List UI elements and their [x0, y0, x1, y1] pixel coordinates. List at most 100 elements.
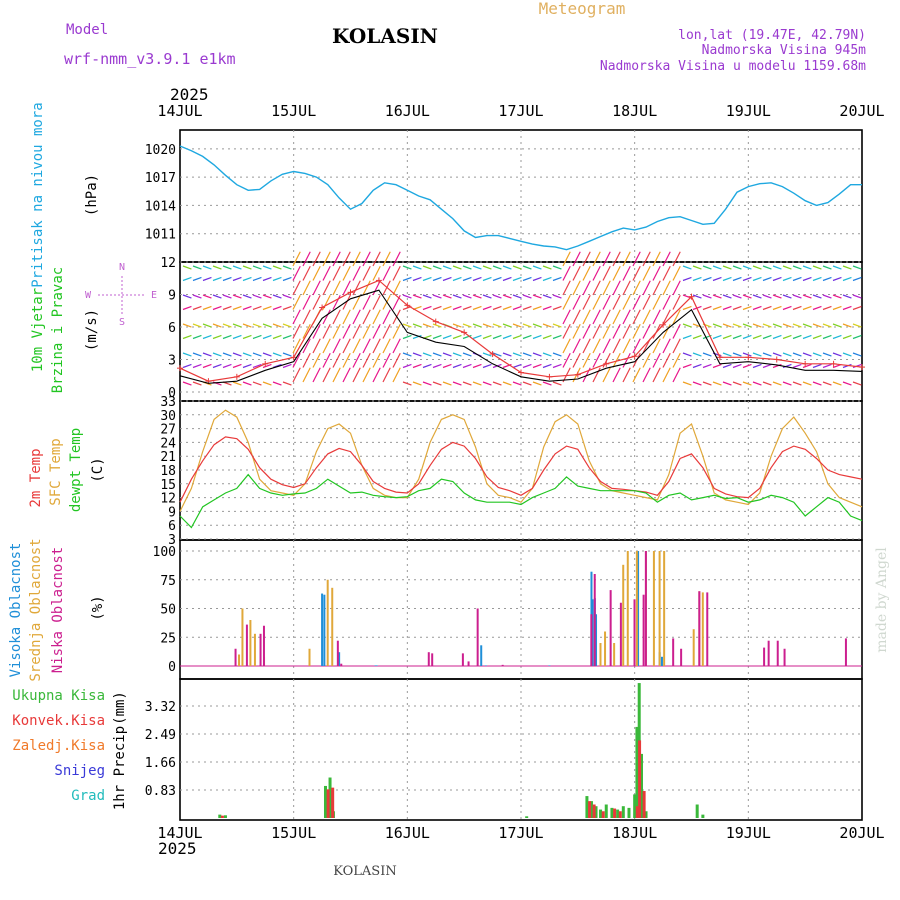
- wind-arrow: [422, 381, 432, 386]
- wind-arrow: [692, 334, 702, 340]
- temp-2m-line: [179, 436, 863, 503]
- precip-bar: [585, 796, 589, 818]
- wind-arrow: [212, 265, 222, 270]
- cloud-bar: [644, 551, 647, 666]
- wind-arrow: [812, 323, 822, 328]
- wind-arrow: [782, 381, 792, 386]
- cloud-bar: [590, 614, 593, 666]
- wind-arrow: [252, 363, 262, 369]
- cloud-ylabel-mid: Srednja Oblacnost: [28, 538, 44, 681]
- precip-ylabel: 1hr Precip: [112, 726, 128, 810]
- wind-arrow: [332, 280, 341, 296]
- wind-arrow: [512, 323, 522, 328]
- cloud-bar: [249, 620, 252, 666]
- precip-legend-entry: Grad: [71, 788, 105, 804]
- wind-arrow: [432, 294, 442, 299]
- wind-arrow: [682, 276, 692, 282]
- wind-arrow: [302, 338, 311, 354]
- wind-arrow: [642, 309, 651, 325]
- wind-arrow: [442, 276, 452, 282]
- wind-arrow: [592, 352, 601, 368]
- wind-arrow: [252, 294, 262, 299]
- wind-arrow: [192, 363, 202, 369]
- cloud-bar: [658, 551, 661, 666]
- wind-arrow: [332, 367, 341, 383]
- wind-arrow: [182, 363, 192, 369]
- wind-arrow: [332, 294, 341, 310]
- wind-arrow: [512, 305, 522, 311]
- wind-arrow: [622, 352, 631, 368]
- wind-arrow: [422, 276, 432, 282]
- wind-arrow: [692, 276, 702, 282]
- wind-arrow: [422, 294, 432, 299]
- wind-arrow: [772, 294, 782, 299]
- wind-arrow: [712, 323, 722, 328]
- precip-bar: [589, 801, 593, 818]
- wind-arrow: [492, 323, 502, 328]
- wind-arrow: [682, 334, 692, 340]
- wind-arrow: [662, 265, 671, 281]
- wind-arrow: [262, 265, 272, 270]
- precip-unit: (mm): [112, 691, 128, 725]
- top-x-tick: 17JUL: [498, 102, 543, 120]
- wind-arrow: [342, 294, 351, 310]
- wind-arrow: [692, 265, 702, 270]
- wind-arrow: [842, 276, 852, 282]
- wind-arrow: [342, 323, 351, 339]
- wind-arrow: [492, 334, 502, 340]
- wind-arrow: [522, 381, 532, 386]
- wind-arrow: [812, 334, 822, 340]
- wind-arrow: [532, 276, 542, 282]
- wind-arrow: [462, 323, 472, 328]
- wind-arrow: [402, 276, 412, 282]
- wind-arrow: [332, 309, 341, 325]
- wind-arrow: [672, 251, 681, 267]
- cloud-bar: [253, 633, 256, 666]
- wind-arrow: [432, 381, 442, 386]
- wind-arrow: [212, 294, 222, 299]
- wind-arrow: [382, 251, 391, 267]
- wind-arrow: [732, 305, 742, 311]
- wind-arrow: [462, 265, 472, 270]
- wind-arrow: [772, 323, 782, 328]
- wind-arrow: [422, 352, 432, 357]
- cloud-bar: [672, 638, 675, 666]
- wind-arrow: [592, 338, 601, 354]
- wind-arrow: [212, 363, 222, 369]
- wind-arrow: [392, 367, 401, 383]
- wind-arrow: [672, 367, 681, 383]
- y-tick-label: 1017: [145, 171, 176, 186]
- wind-ylabel: 10m Vjetar: [30, 288, 46, 372]
- precip-legend-entry: Zaledj.Kisa: [12, 738, 105, 754]
- wind-arrow: [822, 265, 832, 270]
- wind-arrow: [192, 265, 202, 270]
- wind-arrow: [242, 276, 252, 282]
- cloud-bar: [633, 599, 636, 666]
- wind-arrow: [722, 381, 732, 386]
- wind-arrow: [632, 338, 641, 354]
- wind-arrow: [502, 294, 512, 299]
- wind-arrow: [602, 251, 611, 267]
- precip-bar: [326, 789, 330, 818]
- bottom-x-tick-labels: 14JUL 15JUL 16JUL 17JUL 18JUL 19JUL 20JUL: [157, 824, 884, 842]
- wind-arrow: [302, 280, 311, 296]
- wind-arrow: [342, 367, 351, 383]
- y-tick-label: 9: [168, 505, 176, 520]
- wind-arrow: [412, 352, 422, 357]
- wind-arrow: [562, 265, 571, 281]
- wind-arrow: [742, 276, 752, 282]
- precip-bar: [599, 809, 603, 818]
- wind-arrow: [512, 294, 522, 299]
- wind-arrow: [552, 305, 562, 311]
- wind-arrow: [192, 323, 202, 328]
- wind-arrow: [232, 323, 242, 328]
- wind-arrow: [532, 305, 542, 311]
- cloud-bar: [375, 665, 378, 666]
- wind-arrow: [522, 276, 532, 282]
- wind-arrow: [552, 334, 562, 340]
- wind-arrow: [542, 352, 552, 357]
- wind-arrow: [792, 323, 802, 328]
- wind-arrow: [202, 265, 212, 270]
- wind-arrow: [362, 323, 371, 339]
- wind-arrow: [802, 265, 812, 270]
